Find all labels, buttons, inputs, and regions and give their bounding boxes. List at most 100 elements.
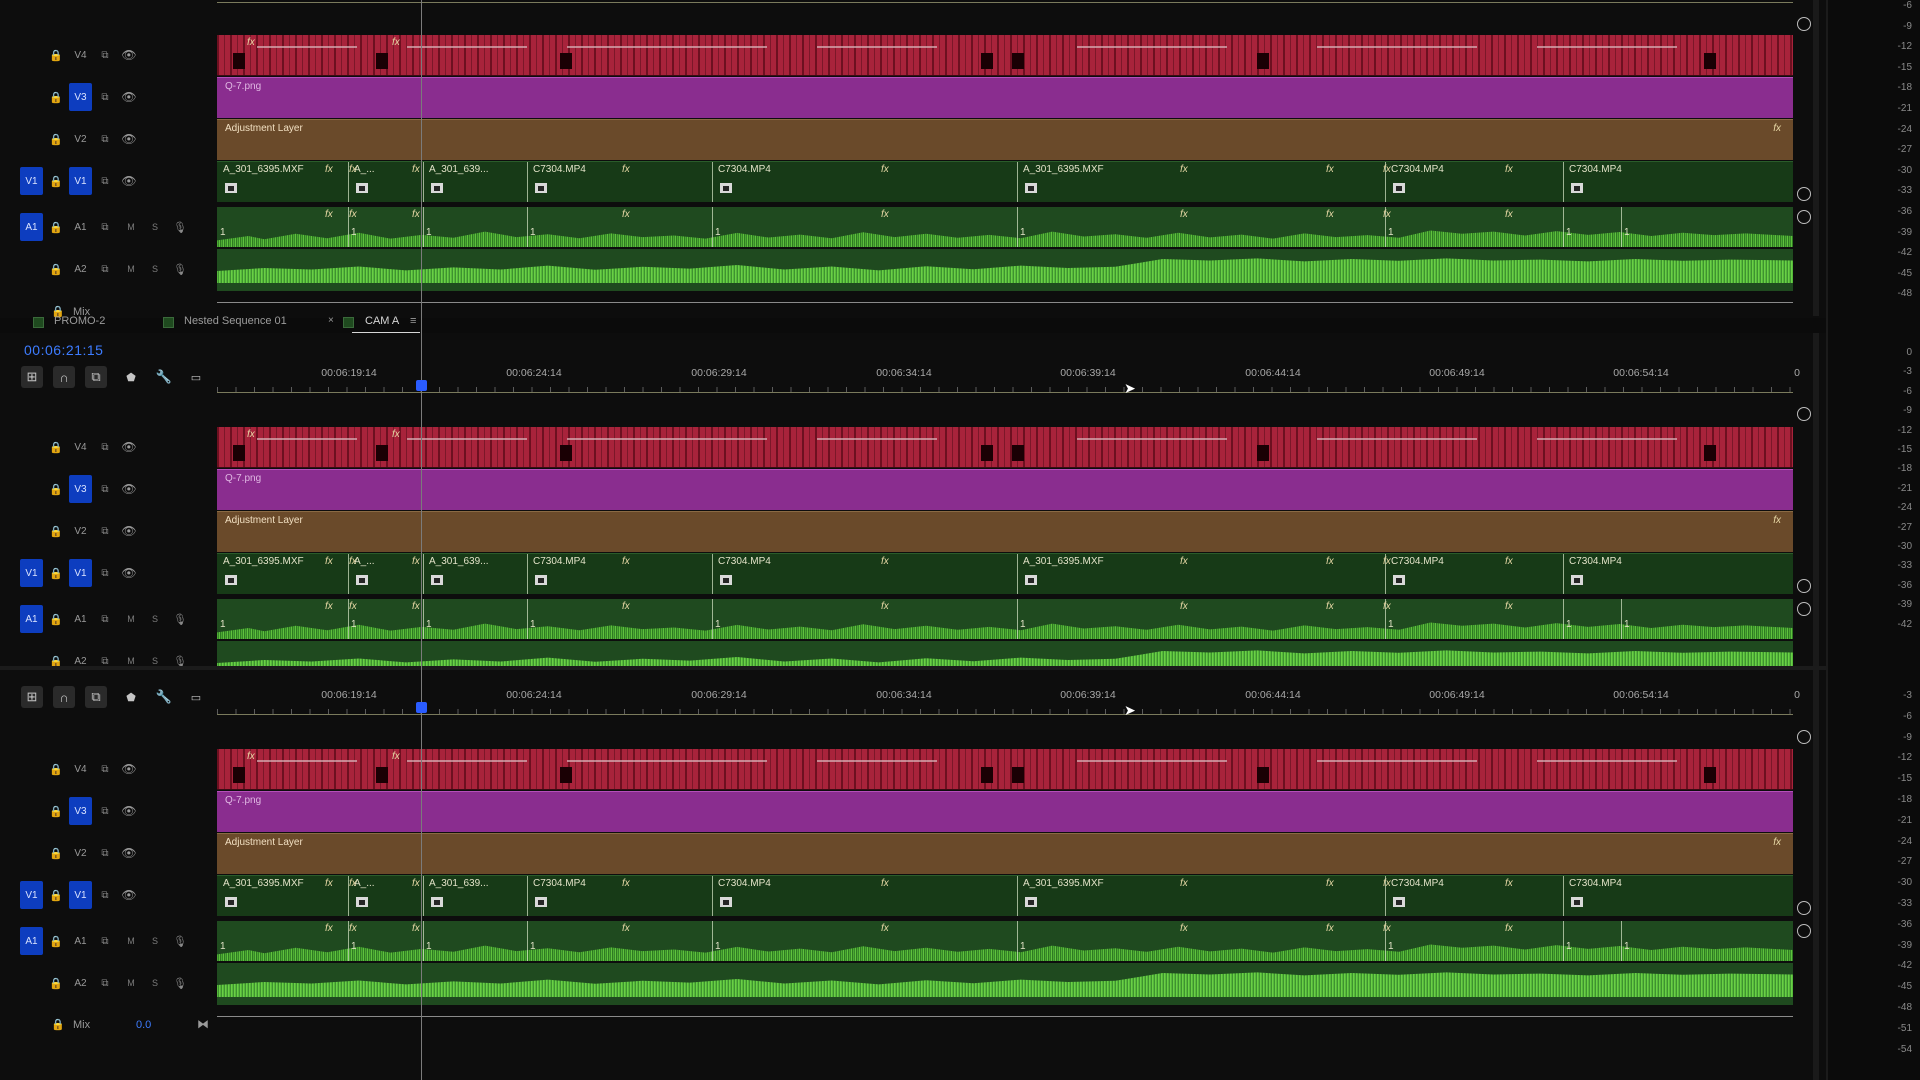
clip-edit-point[interactable] [712, 207, 713, 247]
eye-icon[interactable]: 👁 [121, 566, 137, 580]
tab-close-icon[interactable]: × [328, 315, 334, 326]
eye-icon[interactable]: 👁 [121, 482, 137, 496]
zoom-handle-top[interactable] [1797, 924, 1811, 938]
lock-icon[interactable]: 🔒 [49, 805, 63, 818]
clip-edit-point[interactable] [348, 554, 349, 594]
clip-edit-point[interactable] [423, 876, 424, 916]
clip-edit-point[interactable] [1385, 207, 1386, 247]
playhead-handle[interactable] [416, 702, 427, 713]
sync-lock-icon[interactable]: ⧉ [101, 263, 109, 275]
playhead-handle[interactable] [416, 380, 427, 391]
clip-edit-point[interactable] [1017, 876, 1018, 916]
clip-edit-point[interactable] [348, 921, 349, 961]
zoom-handle-top[interactable] [1797, 407, 1811, 421]
sync-lock-icon[interactable]: ⧉ [101, 935, 109, 947]
time-ruler[interactable]: 00:06:19:14 00:06:24:14 00:06:29:14 00:06:3… [217, 689, 1800, 715]
track-a1-clips[interactable]: 1 1 1 1 1 1 1 1 1 fx fx fx fx fx fx fx fx fx [217, 599, 1793, 639]
clip-edit-point[interactable] [712, 876, 713, 916]
microphone-icon[interactable]: 🎙 [173, 221, 187, 234]
track-target-v1[interactable]: V1 [69, 167, 92, 195]
track-a1-clips[interactable]: 1 1 1 1 1 1 1 1 1 fx fx fx fx fx fx fx fx fx [217, 921, 1793, 961]
clip-edit-point[interactable] [1621, 921, 1622, 961]
clip-edit-point[interactable] [348, 207, 349, 247]
microphone-icon[interactable]: 🎙 [173, 977, 187, 990]
lock-icon[interactable]: 🔒 [49, 175, 63, 188]
lock-icon[interactable]: 🔒 [49, 567, 63, 580]
lock-icon[interactable]: 🔒 [49, 977, 63, 990]
track-target-v1[interactable]: V1 [69, 559, 92, 587]
mute-button[interactable]: M [127, 222, 135, 232]
solo-button[interactable]: S [151, 978, 158, 988]
track-target-v3[interactable]: V3 [69, 83, 92, 111]
vertical-scrollbar[interactable] [1813, 670, 1819, 1080]
clip-edit-point[interactable] [527, 921, 528, 961]
clip-edit-point[interactable] [1017, 599, 1018, 639]
clip-edit-point[interactable] [1385, 921, 1386, 961]
captions-icon[interactable]: ▭ [190, 371, 202, 384]
track-target-v3[interactable]: V3 [69, 475, 92, 503]
sync-lock-icon[interactable]: ⧉ [101, 613, 109, 625]
track-v1-clips[interactable]: A_301_6395.MXF A_... A_301_639... C7304.MP4… [217, 161, 1793, 202]
tab-menu-icon[interactable]: ≡ [410, 315, 417, 327]
microphone-icon[interactable]: 🎙 [173, 263, 187, 276]
eye-icon[interactable]: 👁 [121, 132, 137, 146]
sync-lock-icon[interactable]: ⧉ [101, 655, 109, 667]
magnet-icon[interactable]: ∩ [53, 366, 75, 388]
track-v2-clip[interactable]: Adjustment Layer fx [217, 511, 1793, 552]
track-v3-clip[interactable]: Q-7.png [217, 77, 1793, 118]
lock-icon[interactable]: 🔒 [49, 763, 63, 776]
magnet-icon[interactable]: ∩ [53, 686, 75, 708]
marker-icon[interactable]: ⬟ [126, 371, 136, 384]
zoom-handle-bottom[interactable] [1797, 901, 1811, 915]
mute-button[interactable]: M [127, 614, 135, 624]
clip-edit-point[interactable] [1017, 162, 1018, 202]
wrench-icon[interactable]: 🔧 [155, 689, 173, 704]
lock-icon[interactable]: 🔒 [49, 441, 63, 454]
solo-button[interactable]: S [151, 936, 158, 946]
microphone-icon[interactable]: 🎙 [173, 613, 187, 626]
track-a1-clips[interactable]: 1 1 1 1 1 1 1 1 1 fx fx fx fx fx fx fx fx fx [217, 207, 1793, 247]
source-patch-a1[interactable]: A1 [20, 213, 43, 241]
microphone-icon[interactable]: 🎙 [173, 935, 187, 948]
zoom-handle-top[interactable] [1797, 210, 1811, 224]
mix-volume-value[interactable]: 0.0 [136, 1019, 152, 1031]
lock-icon[interactable]: 🔒 [49, 91, 63, 104]
clip-edit-point[interactable] [1563, 207, 1564, 247]
source-patch-v1[interactable]: V1 [20, 881, 43, 909]
vertical-scrollbar[interactable] [1813, 0, 1819, 316]
sync-lock-icon[interactable]: ⧉ [101, 567, 109, 579]
lock-icon[interactable]: 🔒 [49, 221, 63, 234]
clip-edit-point[interactable] [423, 207, 424, 247]
clip-edit-point[interactable] [348, 599, 349, 639]
clip-edit-point[interactable] [527, 876, 528, 916]
marker-icon[interactable]: ⬟ [126, 691, 136, 704]
clip-edit-point[interactable] [1563, 921, 1564, 961]
eye-icon[interactable]: 👁 [121, 440, 137, 454]
clip-edit-point[interactable] [1385, 162, 1386, 202]
timecode-display[interactable]: 00:06:21:15 [24, 342, 104, 358]
clip-edit-point[interactable] [527, 554, 528, 594]
track-v4-clips[interactable]: fx fx [217, 35, 1793, 76]
zoom-handle-bottom[interactable] [1797, 187, 1811, 201]
clip-edit-point[interactable] [1563, 599, 1564, 639]
clip-edit-point[interactable] [1563, 162, 1564, 202]
track-target-v1[interactable]: V1 [69, 881, 92, 909]
track-v3-clip[interactable]: Q-7.png [217, 791, 1793, 832]
solo-button[interactable]: S [151, 264, 158, 274]
lock-icon[interactable]: 🔒 [49, 655, 63, 667]
track-a2-clips[interactable] [217, 641, 1793, 666]
track-a2-clips[interactable] [217, 963, 1793, 1005]
track-v2-clip[interactable]: Adjustment Layer fx [217, 119, 1793, 160]
clip-edit-point[interactable] [1385, 876, 1386, 916]
linked-selection-icon[interactable]: ⧉ [85, 366, 107, 388]
zoom-handle-top[interactable] [1797, 602, 1811, 616]
track-target-v3[interactable]: V3 [69, 797, 92, 825]
source-patch-v1[interactable]: V1 [20, 559, 43, 587]
lock-icon[interactable]: 🔒 [49, 483, 63, 496]
source-patch-a1[interactable]: A1 [20, 927, 43, 955]
sync-lock-icon[interactable]: ⧉ [101, 525, 109, 537]
sync-lock-icon[interactable]: ⧉ [101, 221, 109, 233]
track-v1-clips[interactable]: A_301_6395.MXF A_... A_301_639... C7304.MP4… [217, 553, 1793, 594]
clip-edit-point[interactable] [1017, 921, 1018, 961]
lock-icon[interactable]: 🔒 [49, 525, 63, 538]
